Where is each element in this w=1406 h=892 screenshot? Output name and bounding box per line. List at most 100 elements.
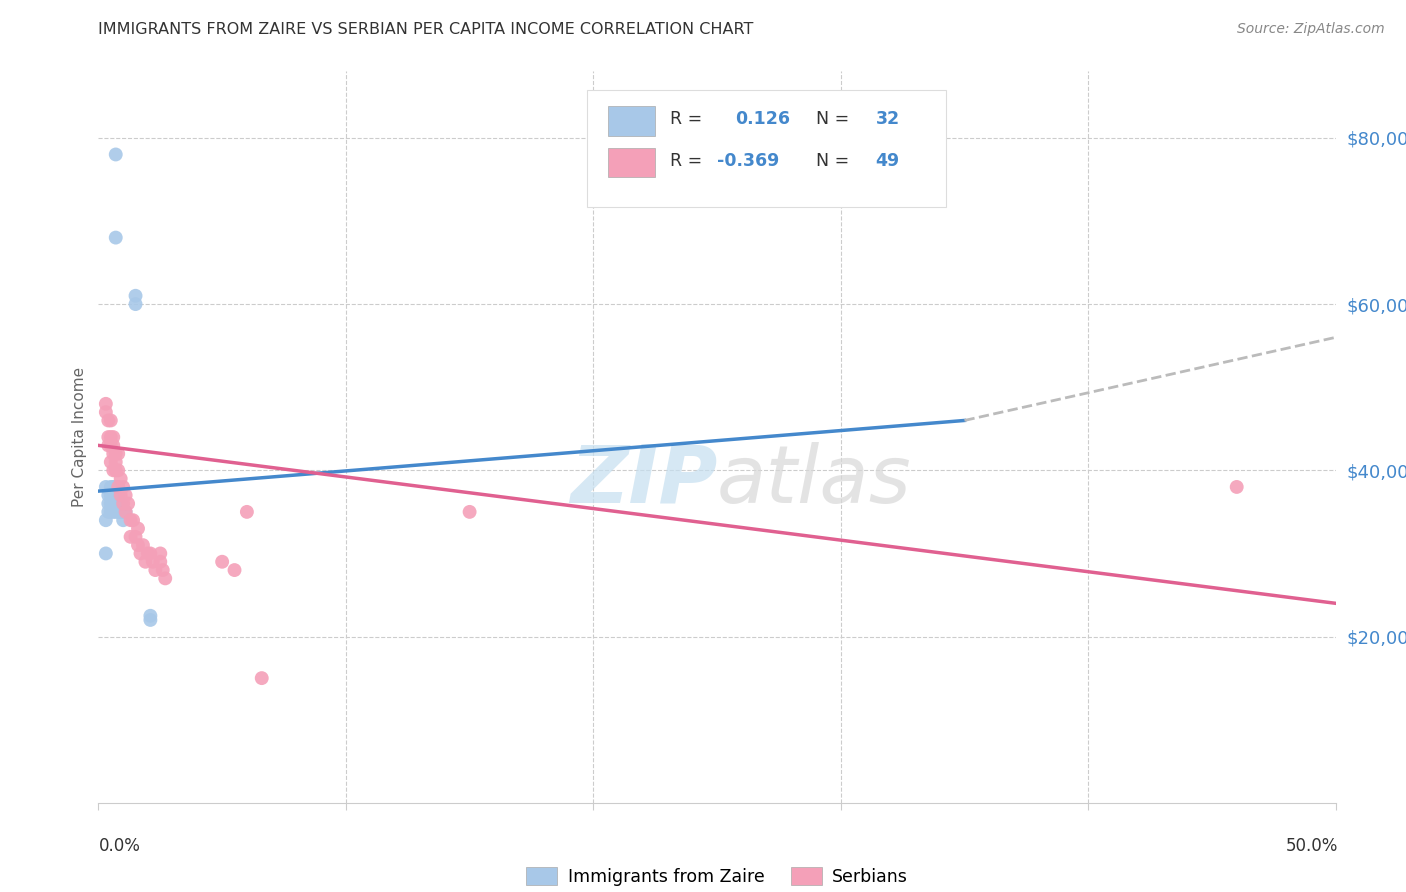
Point: [97, 497, 120, 511]
Point: [132, 538, 155, 552]
Bar: [609, 106, 655, 136]
Point: [139, 546, 162, 560]
Point: [458, 505, 481, 519]
Point: [152, 563, 174, 577]
Point: [139, 613, 162, 627]
Text: ZIP: ZIP: [569, 442, 717, 520]
Point: [114, 488, 136, 502]
Point: [100, 480, 122, 494]
Point: [112, 497, 135, 511]
Point: [94, 397, 117, 411]
Point: [104, 480, 127, 494]
Point: [107, 480, 129, 494]
Point: [104, 488, 127, 502]
Text: -0.369: -0.369: [717, 152, 779, 169]
Point: [104, 505, 127, 519]
Point: [107, 463, 129, 477]
Y-axis label: Per Capita Income: Per Capita Income: [72, 367, 87, 508]
Point: [127, 521, 149, 535]
Point: [110, 488, 132, 502]
FancyBboxPatch shape: [588, 90, 946, 207]
Point: [94, 480, 117, 494]
Text: N =: N =: [815, 110, 849, 128]
Point: [104, 447, 127, 461]
Point: [110, 472, 132, 486]
Point: [103, 488, 125, 502]
Point: [110, 497, 132, 511]
Bar: [609, 148, 655, 178]
Text: 0.0%: 0.0%: [98, 837, 141, 855]
Point: [103, 438, 125, 452]
Point: [127, 538, 149, 552]
Point: [104, 463, 127, 477]
Point: [107, 480, 129, 494]
Point: [94, 513, 117, 527]
Text: IMMIGRANTS FROM ZAIRE VS SERBIAN PER CAPITA INCOME CORRELATION CHART: IMMIGRANTS FROM ZAIRE VS SERBIAN PER CAP…: [98, 22, 754, 37]
Point: [100, 505, 122, 519]
Point: [97, 430, 120, 444]
Text: R =: R =: [671, 152, 702, 169]
Point: [117, 497, 139, 511]
Point: [139, 608, 162, 623]
Point: [112, 513, 135, 527]
Point: [104, 147, 127, 161]
Point: [149, 546, 172, 560]
Point: [97, 488, 120, 502]
Point: [107, 505, 129, 519]
Point: [143, 563, 166, 577]
Point: [103, 447, 125, 461]
Point: [100, 488, 122, 502]
Point: [103, 505, 125, 519]
Point: [104, 230, 127, 244]
Text: 50.0%: 50.0%: [1286, 837, 1339, 855]
Point: [104, 497, 127, 511]
Text: 49: 49: [876, 152, 900, 169]
Point: [107, 447, 129, 461]
Point: [94, 546, 117, 560]
Point: [120, 530, 142, 544]
Point: [129, 546, 152, 560]
Text: atlas: atlas: [717, 442, 912, 520]
Point: [100, 438, 122, 452]
Point: [97, 413, 120, 427]
Point: [103, 430, 125, 444]
Text: Source: ZipAtlas.com: Source: ZipAtlas.com: [1237, 22, 1385, 37]
Point: [250, 671, 273, 685]
Point: [100, 455, 122, 469]
Point: [124, 297, 146, 311]
Point: [122, 513, 145, 527]
Point: [100, 413, 122, 427]
Point: [1226, 480, 1249, 494]
Legend: Immigrants from Zaire, Serbians: Immigrants from Zaire, Serbians: [519, 860, 915, 892]
Point: [107, 488, 129, 502]
Point: [236, 505, 259, 519]
Point: [94, 405, 117, 419]
Point: [124, 289, 146, 303]
Point: [103, 497, 125, 511]
Point: [104, 455, 127, 469]
Point: [224, 563, 246, 577]
Point: [211, 555, 233, 569]
Point: [103, 463, 125, 477]
Text: N =: N =: [815, 152, 849, 169]
Point: [103, 480, 125, 494]
Point: [112, 480, 135, 494]
Text: 0.126: 0.126: [735, 110, 790, 128]
Point: [100, 430, 122, 444]
Point: [120, 513, 142, 527]
Point: [155, 571, 177, 585]
Point: [110, 505, 132, 519]
Point: [136, 546, 159, 560]
Point: [142, 555, 165, 569]
Point: [97, 438, 120, 452]
Point: [114, 505, 136, 519]
Text: R =: R =: [671, 110, 702, 128]
Point: [149, 555, 172, 569]
Point: [114, 505, 136, 519]
Point: [100, 497, 122, 511]
Point: [112, 505, 135, 519]
Point: [134, 555, 156, 569]
Point: [124, 530, 146, 544]
Point: [97, 505, 120, 519]
Text: 32: 32: [876, 110, 900, 128]
